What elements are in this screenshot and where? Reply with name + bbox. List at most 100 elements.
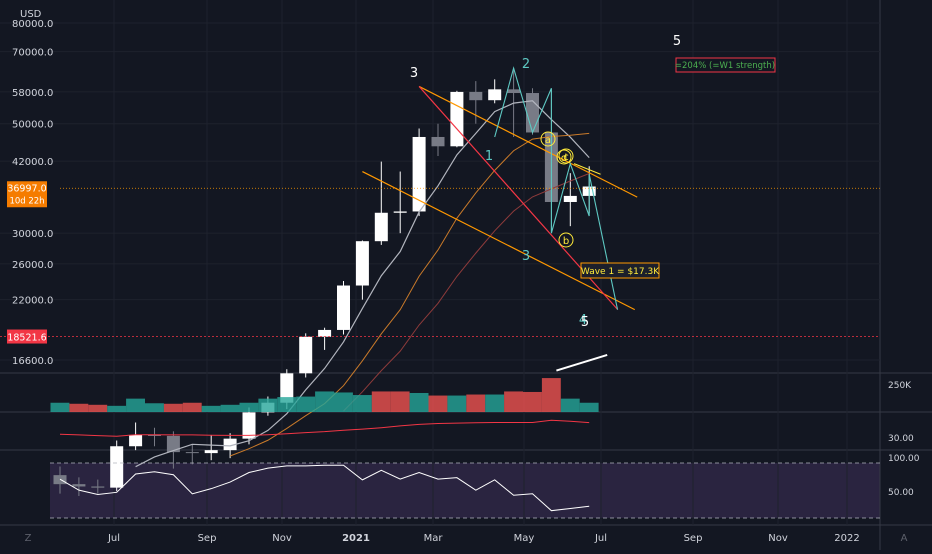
volume-bar	[409, 392, 429, 412]
volume-bar	[126, 398, 145, 412]
candle-body	[185, 452, 199, 454]
x-tick-label: Jul	[594, 533, 607, 544]
volume-bar	[258, 398, 278, 412]
x-tick-label: 2021	[342, 533, 370, 544]
candle-body	[223, 438, 237, 451]
x-tick-label: Nov	[768, 533, 788, 544]
candle-body	[431, 136, 445, 147]
wave-label: 2	[522, 57, 530, 72]
volume-bar	[523, 391, 542, 412]
current-price-label: 36997.0	[7, 183, 46, 194]
x-tick-label: 2022	[834, 533, 859, 544]
candle-body	[526, 93, 539, 133]
wave-label-circle	[558, 232, 574, 248]
rsi-mid-label: 50.00	[888, 488, 914, 498]
wave-label: 3	[522, 249, 530, 264]
candle-body	[129, 434, 143, 447]
wave-label: c	[563, 152, 569, 163]
wave-label-circle	[556, 149, 572, 165]
candle-body	[563, 195, 577, 202]
candle-body	[318, 329, 332, 337]
volume-scale-label: 250K	[888, 381, 912, 391]
volume-bar	[466, 394, 486, 412]
candle-body	[507, 89, 521, 94]
support-price-badge	[7, 329, 47, 344]
y-tick-label: 80000.0	[12, 19, 53, 30]
candle-body	[337, 285, 350, 330]
wave-label: 3	[410, 66, 418, 81]
rsi-band	[50, 463, 880, 518]
y-tick-label: 58000.0	[12, 88, 53, 99]
ma-long-line	[343, 173, 590, 412]
wave-label: a	[545, 135, 551, 146]
candle-body	[110, 446, 124, 488]
y-tick-label: 42000.0	[12, 157, 53, 168]
volume-bar	[560, 398, 580, 412]
volume-bar	[447, 395, 467, 412]
candle-body	[204, 450, 218, 454]
ma-short-line	[135, 100, 590, 468]
volume-bar	[277, 397, 297, 412]
volume-bar	[371, 391, 391, 412]
volume-bar	[201, 405, 221, 412]
candle-body	[299, 336, 313, 374]
wave-label: 1	[485, 149, 493, 164]
trendline-orange-upper	[418, 85, 638, 198]
volume-bar	[296, 396, 316, 412]
x-tick-label: May	[514, 533, 535, 544]
volume-bar	[182, 402, 202, 412]
volume-bar	[69, 403, 89, 412]
wave-label: b	[563, 236, 569, 247]
x-tick-label: Jul	[107, 533, 120, 544]
strength-box	[675, 57, 776, 73]
volume-bar	[145, 403, 164, 412]
wave-label: 5	[581, 315, 589, 330]
wave-label: 5	[673, 34, 681, 49]
ma-mid-line	[229, 132, 590, 457]
volume-bar	[352, 395, 372, 412]
countdown-label: 10d 22h	[9, 196, 44, 206]
volume-bar	[428, 395, 448, 412]
projection-line	[556, 353, 608, 372]
rsi-line	[59, 464, 590, 512]
volume-bar	[579, 402, 599, 412]
y-tick-label: 70000.0	[12, 48, 53, 59]
volume-bar	[485, 394, 505, 412]
candle-body	[374, 212, 388, 242]
candle-body	[280, 373, 294, 403]
wave-label-circle	[540, 131, 556, 147]
candle-body	[148, 434, 161, 436]
candle-body	[412, 136, 426, 212]
candle-body	[242, 412, 256, 439]
wave-label: d	[561, 153, 567, 164]
wave-label: 4	[579, 313, 587, 328]
y-tick-label: 16600.0	[12, 356, 53, 367]
wave-label-circle	[558, 148, 574, 164]
volume-bar	[334, 392, 353, 412]
x-tick-label: Sep	[684, 533, 703, 544]
y-tick-label: 30000.0	[12, 229, 53, 240]
x-tick-label: Nov	[272, 533, 292, 544]
wave-path-teal	[494, 66, 619, 310]
candle-body	[393, 211, 407, 213]
currency-label: USD	[20, 9, 42, 20]
volume-ma-label: 30.00	[888, 434, 914, 444]
y-tick-label: 26000.0	[12, 260, 53, 271]
y-tick-label: 22000.0	[12, 296, 53, 307]
current-price-badge	[7, 181, 47, 208]
volume-bar	[390, 391, 410, 412]
candle-body	[469, 91, 483, 101]
y-tick-label: 50000.0	[12, 120, 53, 131]
x-tick-label: Mar	[424, 533, 444, 544]
candle-body	[72, 484, 86, 487]
x-tick-label: Sep	[198, 533, 217, 544]
volume-bar	[88, 404, 108, 412]
x-tick-label: Z	[25, 533, 32, 544]
wave1-box-text: Wave 1 = $17.3K	[581, 267, 660, 277]
volume-bar	[541, 378, 561, 412]
candle-body	[355, 241, 369, 286]
trendline-orange-lower	[362, 171, 636, 311]
volume-bar	[220, 404, 240, 412]
